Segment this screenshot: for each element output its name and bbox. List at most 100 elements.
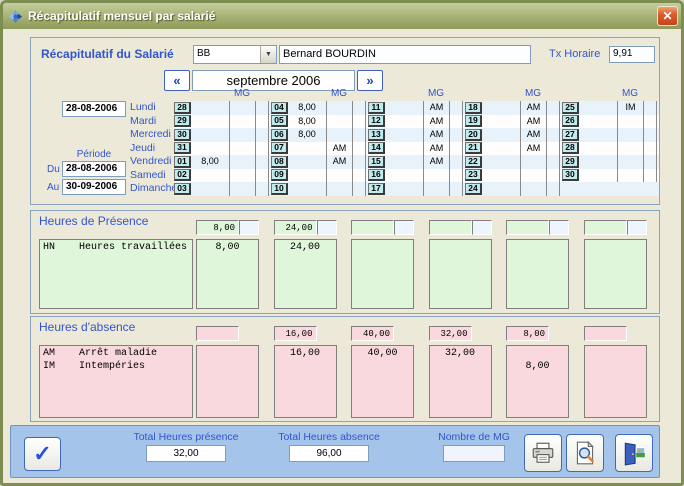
absence-code-cell[interactable]: IM — [618, 101, 644, 115]
hours-cell[interactable] — [191, 101, 230, 115]
absence-code-cell[interactable] — [230, 155, 256, 169]
date-cell[interactable]: 24 — [465, 182, 482, 195]
absence-code-cell[interactable] — [618, 155, 644, 169]
hours-cell[interactable] — [482, 114, 521, 128]
absence-code-cell[interactable] — [230, 101, 256, 115]
hours-cell[interactable] — [579, 141, 618, 155]
mg-cell[interactable] — [547, 101, 560, 115]
mg-cell[interactable] — [353, 101, 366, 115]
hours-cell[interactable] — [579, 155, 618, 169]
absence-code-cell[interactable]: AM — [424, 128, 450, 142]
mg-cell[interactable] — [644, 141, 657, 155]
hours-cell[interactable] — [385, 168, 424, 182]
hours-cell[interactable] — [191, 114, 230, 128]
mg-cell[interactable] — [450, 168, 463, 182]
date-cell[interactable]: 30 — [562, 169, 579, 181]
mg-cell[interactable] — [644, 114, 657, 128]
absence-code-cell[interactable]: AM — [424, 114, 450, 128]
close-icon[interactable]: ✕ — [657, 6, 678, 26]
employee-code-combobox[interactable]: BB ▼ — [193, 45, 277, 64]
date-cell[interactable]: 06 — [271, 128, 288, 141]
absence-code-cell[interactable] — [327, 114, 353, 128]
mg-cell[interactable] — [644, 128, 657, 142]
mg-cell[interactable] — [353, 155, 366, 169]
hours-cell[interactable] — [482, 141, 521, 155]
date-cell[interactable]: 11 — [368, 101, 385, 114]
mg-cell[interactable] — [353, 114, 366, 128]
date-cell[interactable]: 22 — [465, 155, 482, 168]
date-cell[interactable]: 09 — [271, 169, 288, 181]
previous-month-button[interactable]: « — [164, 70, 190, 91]
mg-cell[interactable] — [547, 128, 560, 142]
date-cell[interactable]: 04 — [271, 101, 288, 114]
date-cell[interactable]: 23 — [465, 169, 482, 181]
absence-code-cell[interactable] — [230, 128, 256, 142]
date-cell[interactable]: 27 — [562, 128, 579, 141]
date-cell[interactable]: 13 — [368, 128, 385, 141]
mg-cell[interactable] — [644, 168, 657, 182]
mg-cell[interactable] — [644, 155, 657, 169]
mg-cell[interactable] — [353, 128, 366, 142]
hours-cell[interactable] — [482, 168, 521, 182]
month-field[interactable]: septembre 2006 — [192, 70, 355, 91]
mg-cell[interactable] — [547, 141, 560, 155]
absence-code-cell[interactable]: AM — [327, 141, 353, 155]
hours-cell[interactable]: 8,00 — [288, 114, 327, 128]
chevron-down-icon[interactable]: ▼ — [260, 46, 276, 63]
hours-cell[interactable] — [191, 168, 230, 182]
hours-cell[interactable] — [579, 128, 618, 142]
mg-cell[interactable] — [547, 168, 560, 182]
date-cell[interactable]: 21 — [465, 142, 482, 154]
date-cell[interactable]: 08 — [271, 155, 288, 168]
date-cell[interactable]: 17 — [368, 182, 385, 195]
absence-code-cell[interactable] — [618, 168, 644, 182]
absence-code-cell[interactable]: AM — [521, 114, 547, 128]
du-date-field[interactable]: 28-08-2006 — [62, 161, 126, 177]
absence-code-cell[interactable] — [230, 182, 256, 196]
absence-code-cell[interactable] — [327, 168, 353, 182]
hours-cell[interactable] — [482, 101, 521, 115]
validate-button[interactable]: ✓ — [24, 437, 61, 471]
print-preview-button[interactable] — [566, 434, 604, 472]
absence-code-cell[interactable] — [618, 114, 644, 128]
mg-cell[interactable] — [450, 155, 463, 169]
print-button[interactable] — [524, 434, 562, 472]
date-cell[interactable]: 19 — [465, 115, 482, 127]
hours-cell[interactable] — [482, 128, 521, 142]
hours-cell[interactable] — [191, 182, 230, 196]
hours-cell[interactable] — [191, 128, 230, 142]
date-cell[interactable]: 18 — [465, 101, 482, 114]
absence-code-cell[interactable]: AM — [521, 101, 547, 115]
hours-cell[interactable] — [191, 141, 230, 155]
mg-cell[interactable] — [353, 168, 366, 182]
tx-horaire-field[interactable]: 9,91 — [609, 46, 655, 63]
total-presence-field[interactable]: 32,00 — [146, 445, 226, 462]
hours-cell[interactable] — [579, 114, 618, 128]
date-cell[interactable]: 25 — [562, 101, 579, 114]
au-date-field[interactable]: 30-09-2006 — [62, 179, 126, 195]
hours-cell[interactable] — [385, 155, 424, 169]
mg-cell[interactable] — [256, 101, 269, 115]
absence-code-cell[interactable] — [424, 168, 450, 182]
hours-cell[interactable] — [288, 155, 327, 169]
mg-cell[interactable] — [256, 114, 269, 128]
absence-code-cell[interactable] — [230, 141, 256, 155]
hours-cell[interactable] — [385, 101, 424, 115]
absence-code-cell[interactable] — [327, 182, 353, 196]
hours-cell[interactable] — [288, 141, 327, 155]
hours-cell[interactable]: 8,00 — [288, 101, 327, 115]
date-cell[interactable]: 10 — [271, 182, 288, 195]
mg-cell[interactable] — [547, 155, 560, 169]
date-cell[interactable]: 12 — [368, 115, 385, 127]
date-cell[interactable]: 29 — [562, 155, 579, 168]
hours-cell[interactable] — [482, 155, 521, 169]
date-cell[interactable]: 28 — [174, 101, 191, 114]
absence-code-cell[interactable] — [230, 168, 256, 182]
hours-cell[interactable] — [385, 141, 424, 155]
absence-code-cell[interactable] — [521, 155, 547, 169]
mg-cell[interactable] — [450, 101, 463, 115]
hours-cell[interactable] — [482, 182, 521, 196]
date-cell[interactable]: 30 — [174, 128, 191, 141]
week-start-date-field[interactable]: 28-08-2006 — [62, 101, 126, 117]
date-cell[interactable]: 07 — [271, 142, 288, 154]
